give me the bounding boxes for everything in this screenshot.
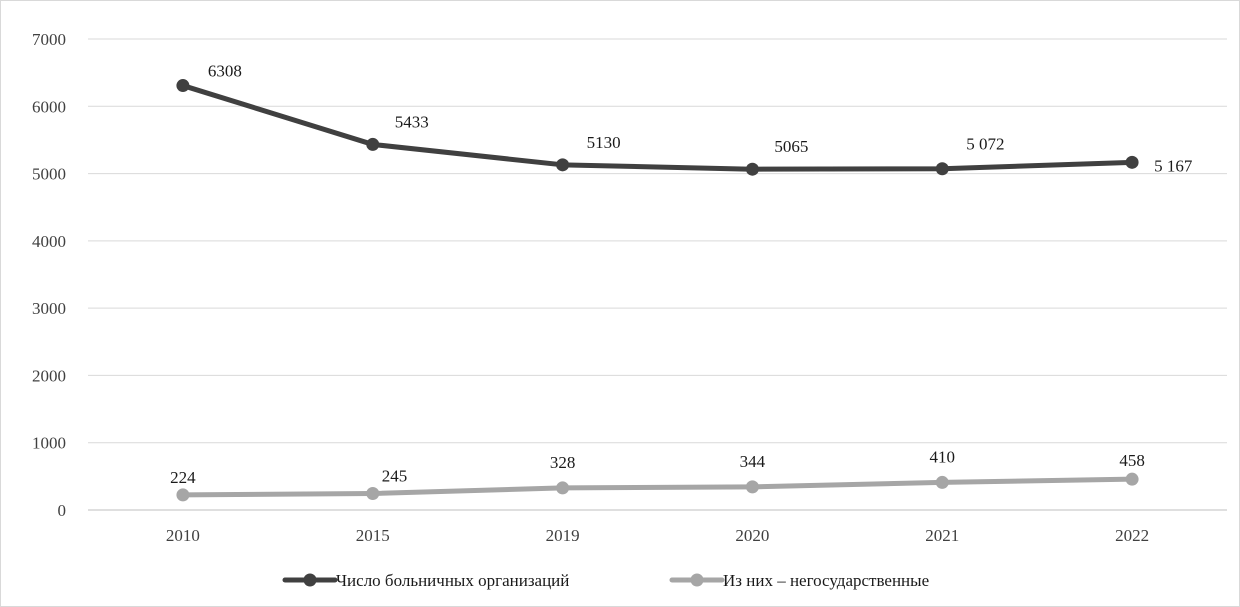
data-label: 5065 <box>774 137 808 156</box>
data-label: 410 <box>930 447 956 466</box>
y-tick-label: 2000 <box>32 366 66 385</box>
data-label: 5130 <box>587 133 621 152</box>
data-point <box>1125 472 1139 486</box>
data-label: 224 <box>170 468 196 487</box>
y-tick-label: 0 <box>58 501 67 520</box>
data-point <box>556 481 570 495</box>
data-point <box>176 488 190 502</box>
y-tick-label: 3000 <box>32 299 66 318</box>
data-point <box>1125 155 1139 169</box>
data-label: 245 <box>382 467 408 486</box>
y-tick-label: 5000 <box>32 165 66 184</box>
data-point <box>935 162 949 176</box>
data-point <box>176 79 190 93</box>
x-tick-label: 2015 <box>356 526 390 545</box>
data-label: 6308 <box>208 62 242 81</box>
data-label: 5 072 <box>966 135 1004 154</box>
data-point <box>366 137 380 151</box>
legend-marker <box>690 573 704 587</box>
data-point <box>935 475 949 489</box>
data-label: 328 <box>550 453 576 472</box>
series-line <box>180 476 1135 498</box>
x-tick-label: 2010 <box>166 526 200 545</box>
x-tick-label: 2020 <box>735 526 769 545</box>
legend-marker <box>303 573 317 587</box>
y-tick-label: 7000 <box>32 30 66 49</box>
series-line <box>180 83 1135 172</box>
y-tick-label: 1000 <box>32 434 66 453</box>
data-label: 5 167 <box>1154 156 1193 175</box>
data-label: 458 <box>1119 451 1145 470</box>
data-label: 5433 <box>395 112 429 131</box>
y-tick-label: 4000 <box>32 232 66 251</box>
x-tick-label: 2022 <box>1115 526 1149 545</box>
data-point <box>745 162 759 176</box>
data-point <box>366 487 380 501</box>
legend-label: Число больничных организаций <box>336 571 569 590</box>
data-label: 344 <box>740 452 766 471</box>
legend-label: Из них – негосударственные <box>723 571 929 590</box>
x-tick-label: 2021 <box>925 526 959 545</box>
data-point <box>556 158 570 172</box>
data-point <box>745 480 759 494</box>
x-tick-label: 2019 <box>546 526 580 545</box>
y-tick-label: 6000 <box>32 97 66 116</box>
